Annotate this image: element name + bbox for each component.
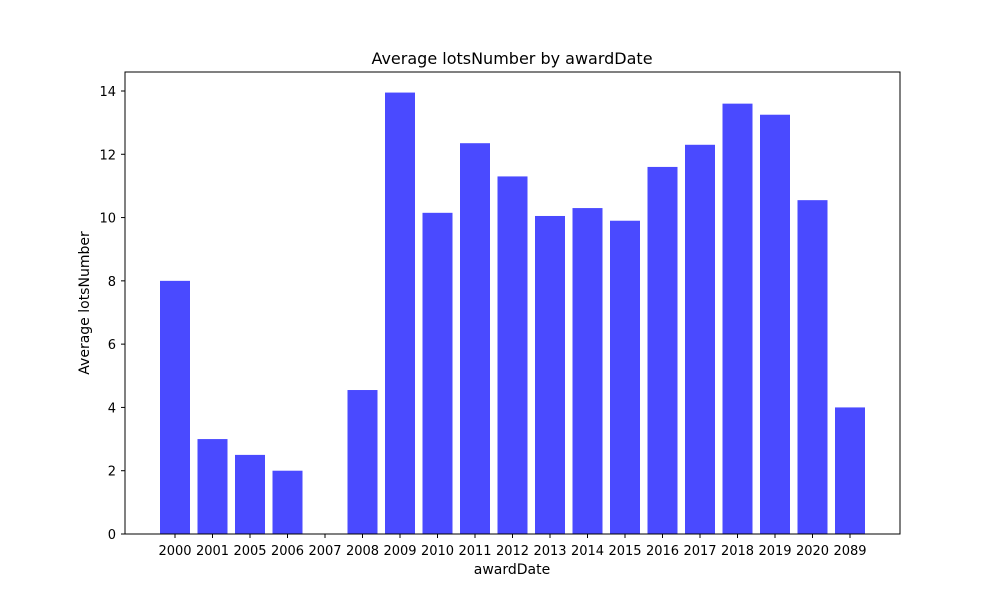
y-tick-label: 8	[108, 275, 116, 290]
x-tick-label: 2008	[346, 544, 379, 559]
y-tick-label: 10	[99, 212, 116, 227]
x-tick-label: 2089	[833, 544, 866, 559]
x-tick-label: 2014	[571, 544, 604, 559]
bar-2009	[385, 92, 415, 535]
x-tick-label: 2017	[683, 544, 716, 559]
bar-2012	[497, 176, 528, 534]
x-tick-label: 2005	[233, 544, 266, 559]
bar-2015	[610, 220, 640, 535]
bar-2020	[797, 200, 828, 534]
y-tick-label: 4	[108, 401, 116, 416]
x-tick-label: 2009	[383, 544, 416, 559]
bar-2010	[422, 212, 453, 534]
bar-2008	[347, 390, 378, 534]
y-tick-label: 12	[99, 148, 116, 163]
bar-2006	[272, 470, 303, 534]
x-tick-label: 2010	[421, 544, 454, 559]
bar-2089	[835, 407, 865, 534]
bar-2001	[197, 439, 228, 534]
x-tick-label: 2011	[458, 544, 491, 559]
bar-2005	[235, 454, 265, 534]
y-tick-label: 6	[108, 338, 116, 353]
chart-title: Average lotsNumber by awardDate	[371, 49, 652, 68]
x-tick-label: 2016	[646, 544, 679, 559]
bar-2017	[685, 144, 715, 534]
x-tick-label: 2012	[496, 544, 529, 559]
x-tick-label: 2007	[308, 544, 341, 559]
y-tick-label: 14	[99, 85, 116, 100]
x-tick-label: 2018	[721, 544, 754, 559]
bar-2019	[760, 114, 790, 534]
bar-2014	[572, 208, 603, 535]
y-axis: 0 2 4 6 8 10 12 14	[99, 85, 125, 543]
bar-2013	[535, 215, 565, 535]
x-tick-label: 2006	[271, 544, 304, 559]
bars-group	[160, 92, 865, 535]
x-tick-label: 2000	[158, 544, 191, 559]
x-axis: 2000 2001 2005 2006 2007 2008 2009 2010 2011 2012…	[158, 534, 867, 559]
y-tick-label: 2	[108, 465, 116, 480]
bar-2018	[722, 103, 753, 535]
bar-2016	[647, 166, 678, 534]
x-tick-label: 2001	[196, 544, 229, 559]
x-tick-label: 2020	[796, 544, 829, 559]
x-tick-label: 2019	[758, 544, 791, 559]
x-tick-label: 2013	[533, 544, 566, 559]
x-tick-label: 2015	[608, 544, 641, 559]
x-axis-label: awardDate	[474, 562, 550, 578]
y-axis-label: Average lotsNumber	[77, 231, 93, 375]
y-tick-label: 0	[108, 528, 116, 543]
bar-2011	[460, 143, 490, 535]
bar-2000	[160, 280, 190, 534]
